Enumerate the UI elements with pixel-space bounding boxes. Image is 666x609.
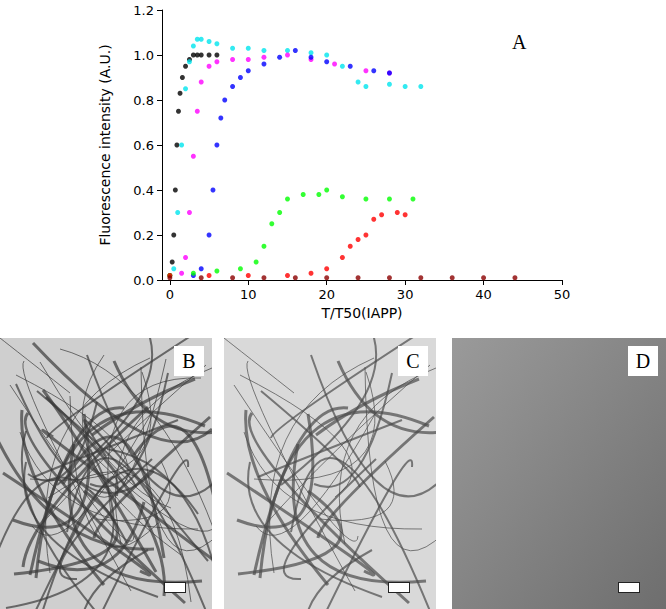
html-text:C: C (406, 350, 420, 372)
svg-text:50: 50 (554, 287, 571, 302)
svg-text:30: 30 (397, 287, 414, 302)
svg-text:T/T50(IAPP): T/T50(IAPP) (320, 305, 402, 321)
svg-text:A: A (512, 31, 527, 53)
svg-text:10: 10 (240, 287, 257, 302)
html-text:B: B (182, 350, 196, 372)
svg-text:1.2: 1.2 (133, 3, 154, 18)
svg-text:0: 0 (166, 287, 174, 302)
svg-text:0.2: 0.2 (133, 228, 154, 243)
svg-text:1.0: 1.0 (133, 48, 154, 63)
svg-text:0.4: 0.4 (133, 183, 154, 198)
html-text:D: D (635, 350, 651, 372)
svg-text:Fluorescence intensity (A.U.): Fluorescence intensity (A.U.) (97, 44, 113, 245)
svg-text:40: 40 (475, 287, 492, 302)
svg-text:0.8: 0.8 (133, 93, 154, 108)
svg-text:20: 20 (318, 287, 335, 302)
svg-text:0.0: 0.0 (133, 273, 154, 288)
svg-text:0.6: 0.6 (133, 138, 154, 153)
